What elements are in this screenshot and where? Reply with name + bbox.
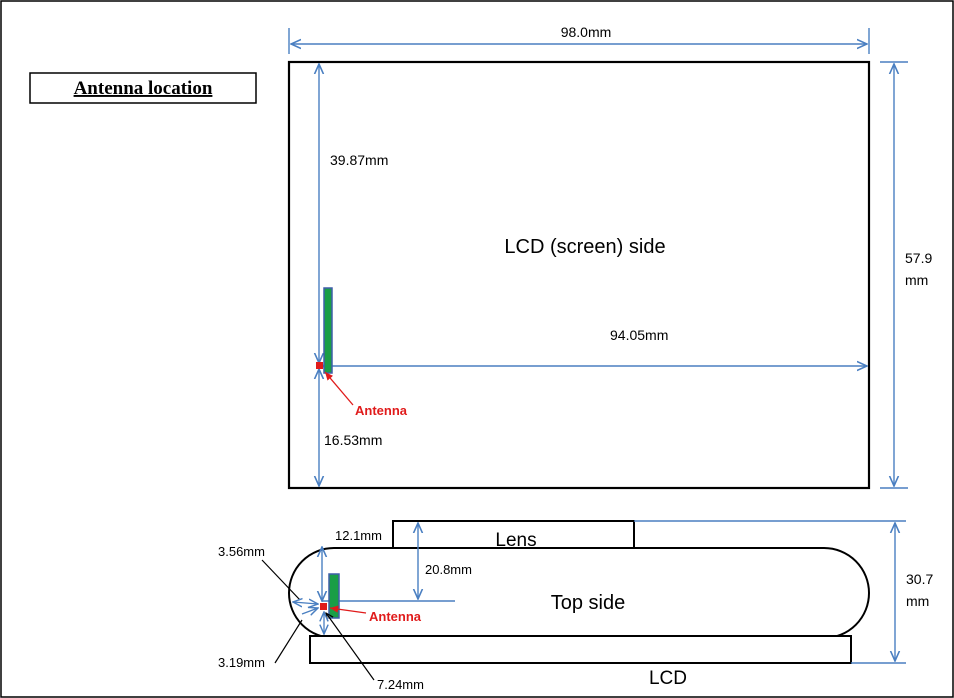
left-upper-dimension-label: 3.56mm [218, 544, 265, 559]
width-dimension-label: 98.0mm [561, 24, 612, 40]
screen-side-label: LCD (screen) side [504, 236, 665, 258]
lens-outline [392, 520, 635, 549]
top-antenna-top-dimension-label: 12.1mm [335, 528, 382, 543]
left-lower-dimension-label: 3.19mm [218, 655, 265, 670]
title-box [29, 72, 257, 104]
antenna-pointer-screen-view [324, 371, 354, 406]
antenna-module-top-view [328, 573, 340, 619]
screen-side-outline [287, 60, 871, 490]
height-dimension-label-line1: 57.9 [905, 250, 932, 266]
lcd-label: LCD [649, 668, 687, 689]
left-lower-leader [274, 619, 303, 664]
antenna-marker-screen-view [316, 362, 323, 369]
lens-depth-dimension-label: 20.8mm [425, 562, 472, 577]
thickness-dimension-label-line1: 30.7 [906, 571, 933, 587]
antenna-module-screen-view [323, 287, 333, 374]
antenna-right-dimension-label: 94.05mm [610, 327, 668, 343]
antenna-label-top-view: Antenna [369, 609, 422, 624]
antenna-pointer-top-view [329, 605, 367, 614]
left-upper-dimension-line [293, 602, 318, 604]
height-dimension-label-line2: mm [905, 272, 928, 288]
thickness-dimension-label-line2: mm [906, 593, 929, 609]
lcd-plate-outline [309, 635, 852, 664]
top-side-label: Top side [551, 592, 626, 614]
antenna-label-screen-view: Antenna [355, 403, 408, 418]
antenna-marker-top-view [320, 603, 327, 610]
antenna-bottom-dimension-label: 16.53mm [324, 432, 382, 448]
antenna-top-dimension-label: 39.87mm [330, 152, 388, 168]
lens-label: Lens [495, 530, 536, 551]
bottom-leader [326, 613, 375, 681]
left-upper-leader [261, 559, 301, 601]
title-text: Antenna location [74, 78, 213, 99]
bottom-dimension-label: 7.24mm [377, 677, 424, 692]
left-lower-dimension-line [301, 608, 318, 614]
